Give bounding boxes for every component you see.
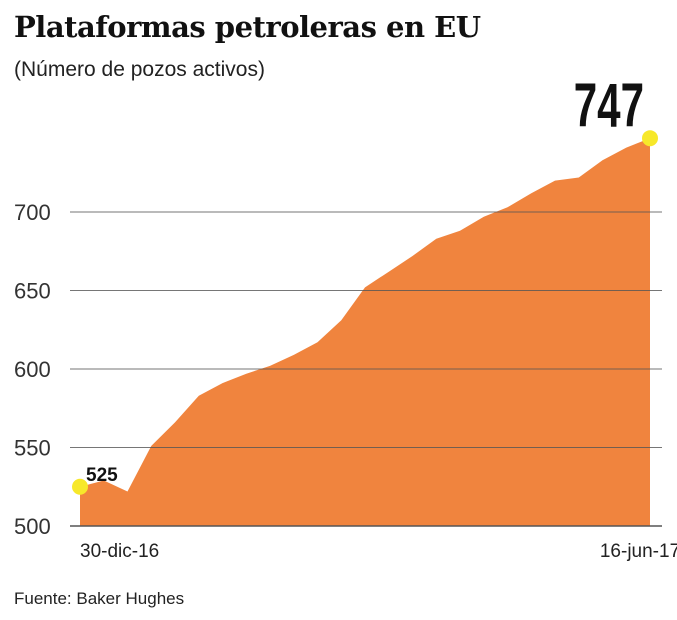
- x-tick-label: 30-dic-16: [80, 541, 159, 562]
- end-marker: [642, 130, 658, 147]
- end-value-label: 747: [574, 72, 644, 141]
- x-tick-label: 16-jun-17: [600, 541, 677, 562]
- y-tick-label: 600: [14, 357, 51, 382]
- chart-title: Plataformas petroleras en EU: [14, 10, 481, 44]
- start-value-label: 525: [86, 465, 118, 486]
- source-note: Fuente: Baker Hughes: [14, 589, 185, 608]
- y-tick-label: 700: [14, 200, 51, 225]
- start-marker: [72, 478, 88, 495]
- y-tick-label: 500: [14, 514, 51, 539]
- y-tick-label: 550: [14, 436, 51, 461]
- area-series: [80, 138, 650, 526]
- chart-subtitle: (Número de pozos activos): [14, 58, 265, 81]
- y-tick-label: 650: [14, 279, 51, 304]
